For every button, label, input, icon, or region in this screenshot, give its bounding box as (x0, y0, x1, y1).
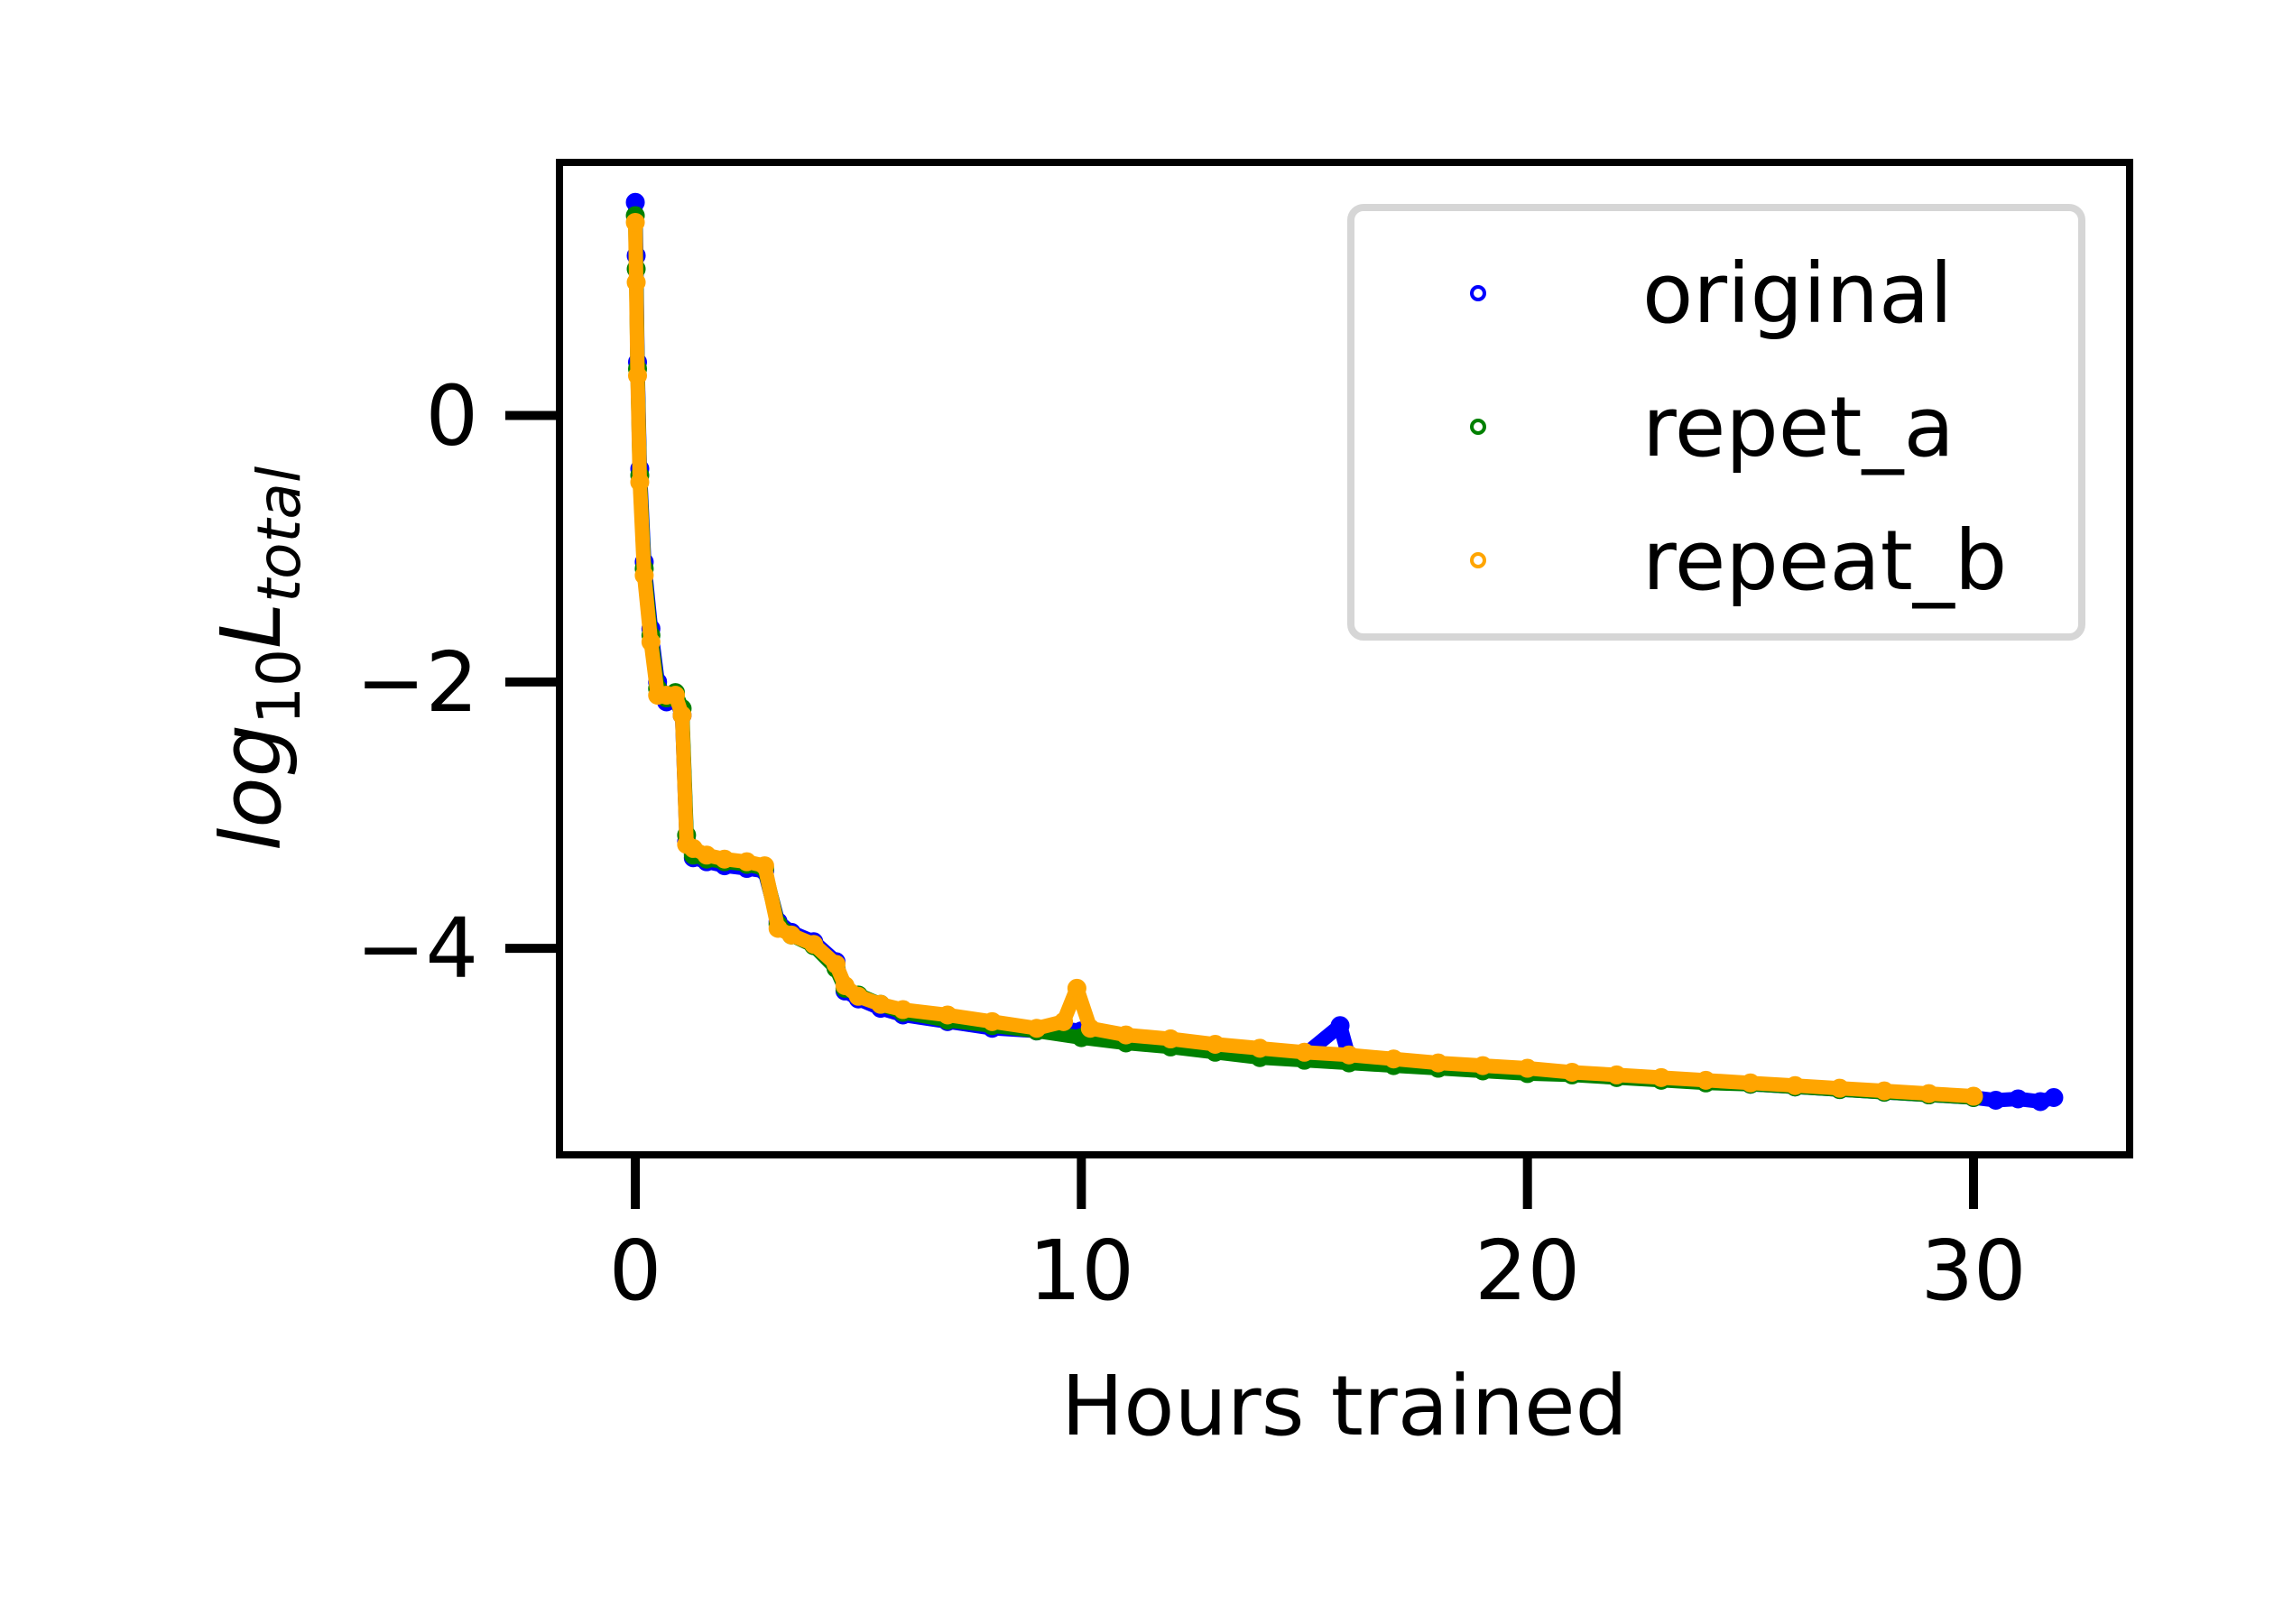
data-point (630, 472, 650, 492)
data-point (1054, 1011, 1074, 1031)
data-point (1651, 1067, 1671, 1087)
x-axis: 0 10 20 30 (609, 1155, 2027, 1319)
data-point (628, 365, 648, 385)
legend-marker (1470, 419, 1486, 435)
y-axis-label-variable-subscript: total (245, 466, 314, 603)
y-axis-label-base: log (203, 724, 300, 851)
data-point (715, 849, 735, 869)
y-axis: −4 −2 0 (356, 368, 559, 997)
data-point (1518, 1058, 1538, 1078)
data-point (1473, 1056, 1493, 1075)
y-tick-label: 0 (425, 368, 478, 465)
data-point (1986, 1090, 2006, 1110)
legend-label: repet_a (1642, 379, 1955, 475)
y-axis-label: log10Ltotal (203, 466, 314, 851)
data-point (626, 272, 646, 292)
legend-marker (1470, 552, 1486, 568)
data-point (1383, 1049, 1403, 1069)
data-point (1027, 1019, 1047, 1038)
data-point (982, 1011, 1002, 1031)
data-point (1116, 1025, 1136, 1045)
data-point (1562, 1062, 1582, 1082)
legend-items: original repet_a repeat_b (1470, 245, 2007, 609)
x-tick-label: 20 (1474, 1223, 1580, 1319)
data-point (835, 975, 855, 995)
data-point (754, 856, 774, 876)
data-point (871, 994, 891, 1014)
data-point (781, 925, 801, 945)
data-point (2008, 1089, 2028, 1109)
data-point (1160, 1029, 1180, 1049)
data-point (1919, 1084, 1939, 1103)
series-layer (625, 192, 2064, 1112)
y-axis-label-subscript: 10 (245, 649, 314, 724)
data-point (634, 566, 654, 586)
x-axis-label: Hours trained (1061, 1358, 1628, 1454)
legend-label: original (1642, 245, 1953, 342)
x-tick-label: 10 (1029, 1223, 1134, 1319)
data-point (826, 955, 846, 974)
data-point (1339, 1045, 1359, 1065)
data-point (893, 1000, 913, 1020)
data-point (1330, 1016, 1350, 1036)
data-point (1696, 1070, 1715, 1090)
data-point (1964, 1086, 1983, 1106)
x-tick-label: 0 (609, 1223, 662, 1319)
data-point (666, 686, 686, 706)
data-point (1428, 1053, 1448, 1073)
legend-box (1347, 204, 2085, 641)
y-tick-label: −4 (356, 900, 478, 997)
data-point (625, 212, 645, 232)
data-point (1785, 1075, 1805, 1095)
series-repeat_b (625, 212, 1983, 1106)
data-point (697, 845, 716, 865)
data-point (641, 632, 661, 652)
legend-label: repeat_b (1642, 512, 2007, 609)
data-point (1874, 1081, 1894, 1101)
data-point (1830, 1078, 1850, 1098)
y-tick-label: −2 (356, 634, 478, 731)
data-point (672, 706, 692, 725)
data-point (1080, 1019, 1100, 1038)
data-point (1295, 1042, 1315, 1062)
data-point (938, 1005, 957, 1025)
data-point (2044, 1088, 2064, 1108)
x-tick-label: 30 (1920, 1223, 2026, 1319)
data-point (804, 935, 824, 955)
data-point (848, 986, 868, 1006)
data-point (1741, 1073, 1761, 1093)
legend-marker (1470, 285, 1486, 301)
data-point (1250, 1038, 1270, 1058)
data-point (737, 852, 757, 872)
legend: original repet_a repeat_b (1347, 204, 2085, 641)
data-point (1206, 1034, 1225, 1054)
y-axis-label-variable: L (203, 603, 300, 649)
data-point (1067, 978, 1086, 998)
data-point (1607, 1065, 1627, 1084)
